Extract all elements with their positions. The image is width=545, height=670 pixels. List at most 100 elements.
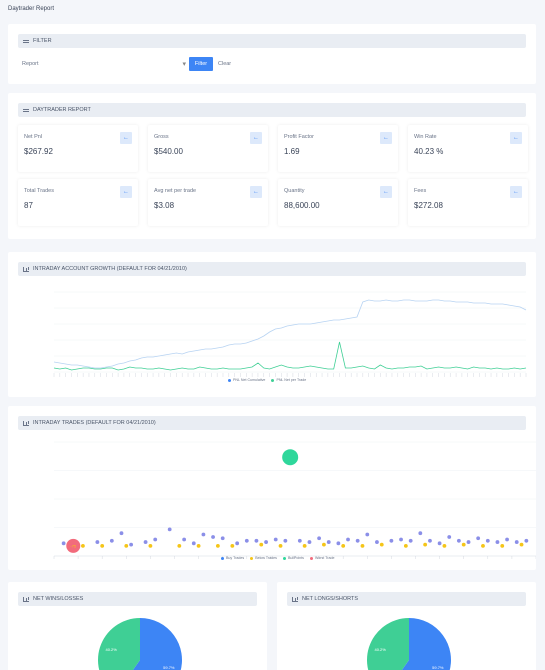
report-header: DAYTRADER REPORT (18, 103, 526, 117)
stat-label: Net Pnl (24, 134, 43, 140)
below-trade-point (196, 543, 201, 548)
stat-card: Quantity 88,600.00 ← (278, 179, 398, 226)
buy-trade-point (317, 536, 321, 541)
buy-trade-point (375, 540, 379, 544)
report-card: DAYTRADER REPORT Net Pnl $267.92 ← Gross $54… (8, 93, 536, 239)
below-trade-point (177, 543, 182, 548)
series-cumulative-line (53, 299, 527, 369)
trades-header: INTRADAY TRADES (DEFAULT FOR 04/21/2010) (18, 416, 526, 430)
below-trade-point (259, 542, 264, 547)
report-select-value: Report (22, 61, 39, 67)
page-title: Daytrader Report (8, 6, 55, 12)
arrow-left-icon[interactable]: ← (510, 132, 522, 144)
buy-trade-point (235, 541, 240, 546)
bull-point (282, 449, 299, 466)
buy-trade-point (346, 537, 350, 542)
legend-bull: BullPoints (282, 556, 304, 560)
buy-trade-point (514, 540, 519, 544)
stat-card: Avg net per trade $3.08 ← (148, 179, 268, 226)
arrow-left-icon[interactable]: ← (120, 186, 132, 198)
longs-shorts-pie: 59.7% 40.2% (367, 618, 451, 670)
stat-label: Total Trades (24, 188, 54, 194)
buy-trade-point (95, 540, 100, 544)
arrow-left-icon[interactable]: ← (250, 132, 262, 144)
buy-trade-point (428, 538, 432, 543)
wins-losses-header-label: NET WINS/LOSSES (33, 596, 84, 602)
chevron-down-icon: ▾ (182, 61, 186, 68)
pie-slice-green (98, 618, 140, 670)
buy-trade-point (485, 538, 490, 543)
legend-buy: Buy Trades (221, 556, 244, 560)
buy-trade-point (336, 541, 341, 546)
filter-header: FILTER (18, 34, 526, 48)
below-trade-point (379, 542, 384, 547)
below-trade-point (81, 543, 85, 548)
below-trade-point (124, 543, 129, 548)
buy-trade-point (220, 536, 225, 541)
below-trade-point (302, 543, 307, 548)
stat-value: $267.92 (24, 147, 53, 156)
stat-label: Gross (154, 134, 169, 140)
wins-losses-header: NET WINS/LOSSES (18, 592, 257, 606)
report-select[interactable]: Report ▾ (22, 58, 186, 70)
stat-value: $3.08 (154, 201, 175, 210)
arrow-left-icon[interactable]: ← (380, 186, 392, 198)
wins-losses-card: NET WINS/LOSSES 59.7% 40.2% (8, 582, 267, 670)
buy-trade-point (307, 540, 312, 544)
trades-legend: Buy Trades Below Trades BullPoints Worst… (221, 556, 334, 560)
wins-losses-pie: 59.7% 40.2% (98, 618, 182, 670)
below-trade-point (442, 543, 447, 548)
pie-label: 59.7% (432, 665, 444, 670)
below-trade-point (360, 543, 365, 548)
buy-trade-point (447, 535, 452, 539)
stat-label: Quantity (284, 188, 305, 194)
below-trade-point (230, 543, 235, 548)
series-per-trade-line (53, 341, 527, 371)
bar-chart-icon (23, 596, 29, 602)
below-trade-point (403, 543, 408, 548)
growth-header-label: INTRADAY ACCOUNT GROWTH (DEFAULT FOR 04/… (33, 266, 187, 272)
below-trade-point (500, 543, 505, 548)
trades-header-label: INTRADAY TRADES (DEFAULT FOR 04/21/2010) (33, 420, 156, 426)
buy-trade-point (273, 537, 278, 542)
stat-value: 40.23 % (414, 147, 444, 156)
buy-trade-point (389, 538, 394, 543)
legend-below: Below Trades (250, 556, 277, 560)
pie-label: 59.7% (163, 665, 175, 670)
worst-trade-point (66, 538, 81, 553)
growth-header: INTRADAY ACCOUNT GROWTH (DEFAULT FOR 04/… (18, 262, 526, 276)
list-icon (23, 39, 29, 44)
stat-label: Win Rate (414, 134, 437, 140)
buy-trade-point (466, 540, 471, 544)
buy-trade-point (418, 531, 423, 536)
below-trade-point (341, 543, 346, 548)
below-trade-point (481, 543, 485, 548)
pie-slice-blue (132, 618, 182, 670)
growth-legend: PNL Net Cumulative PNL Net per Trade (228, 378, 306, 382)
below-trade-point (322, 542, 326, 547)
arrow-left-icon[interactable]: ← (250, 186, 262, 198)
stat-label: Avg net per trade (154, 188, 197, 194)
buy-trade-point (167, 527, 172, 532)
bar-chart-icon (292, 596, 298, 602)
stat-card: Win Rate 40.23 % ← (408, 125, 528, 172)
arrow-left-icon[interactable]: ← (120, 132, 132, 144)
buy-trade-point (408, 538, 413, 543)
clear-button[interactable]: Clear (218, 57, 231, 71)
list-icon (23, 108, 29, 113)
stat-value: $272.08 (414, 201, 443, 210)
below-trade-point (148, 543, 153, 548)
legend-cumulative: PNL Net Cumulative (228, 378, 265, 382)
arrow-left-icon[interactable]: ← (510, 186, 522, 198)
arrow-left-icon[interactable]: ← (380, 132, 392, 144)
buy-trade-point (505, 537, 509, 542)
bar-chart-icon (23, 266, 29, 272)
stat-label: Profit Factor (284, 134, 314, 140)
pie-slice-green (367, 618, 409, 670)
bar-chart-icon (23, 420, 29, 426)
legend-worst: Worst Trade (309, 556, 334, 560)
buy-trade-point (143, 540, 148, 544)
filter-button[interactable]: Filter (189, 57, 213, 71)
stat-value: $540.00 (154, 147, 183, 156)
trades-card: INTRADAY TRADES (DEFAULT FOR 04/21/2010)… (8, 406, 536, 570)
